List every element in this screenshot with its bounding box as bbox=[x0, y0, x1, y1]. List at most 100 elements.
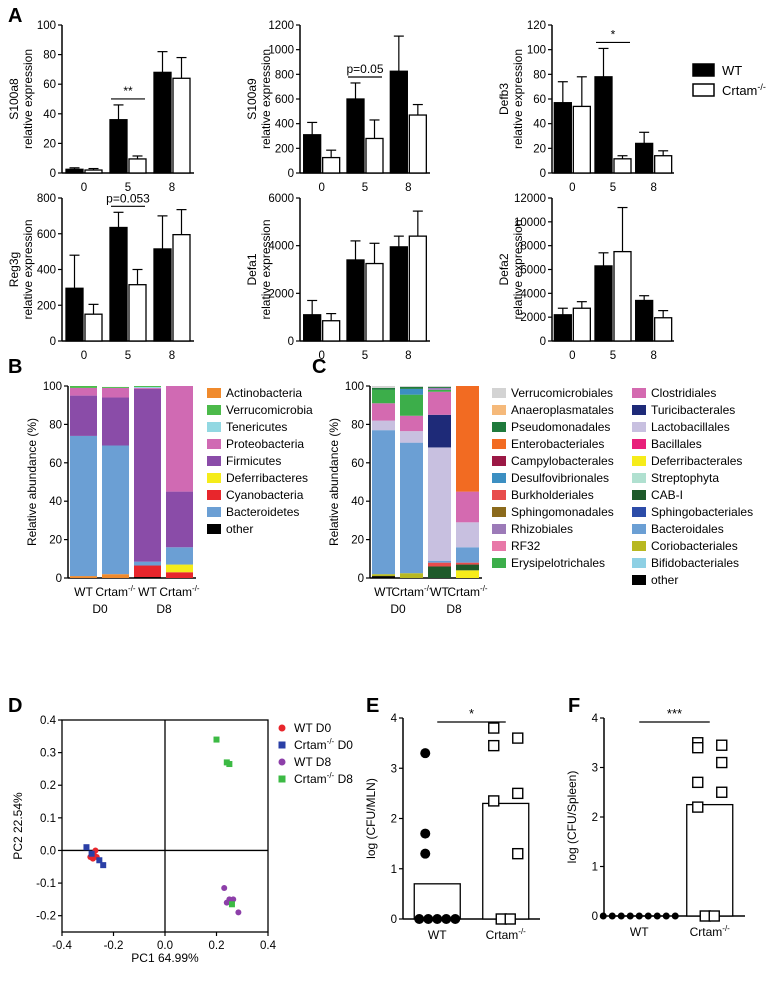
legend-swatch bbox=[207, 388, 221, 398]
stack-segment bbox=[400, 415, 423, 432]
y-tick-label: 800 bbox=[275, 69, 294, 81]
x-tick-label: WT bbox=[428, 928, 447, 942]
stack-segment bbox=[428, 389, 451, 392]
stack-segment bbox=[134, 387, 161, 389]
data-point bbox=[488, 739, 500, 752]
stack-segment bbox=[372, 430, 395, 575]
significance-label: * bbox=[469, 706, 474, 721]
legend-swatch bbox=[207, 422, 221, 432]
legend-label: Turicibacterales bbox=[651, 403, 735, 417]
legend-label: Lactobacillales bbox=[651, 420, 730, 434]
stack-segment bbox=[428, 414, 451, 448]
stack-segment bbox=[456, 564, 479, 571]
y-tick-label: 80 bbox=[351, 419, 364, 431]
bar bbox=[408, 235, 427, 342]
bar bbox=[553, 314, 572, 342]
y-tick-label: 100 bbox=[527, 45, 546, 57]
y-axis-label: PC2 22.54% bbox=[11, 792, 25, 860]
data-point bbox=[692, 801, 704, 813]
y-tick-label: 600 bbox=[275, 94, 294, 106]
data-point bbox=[223, 899, 230, 906]
stack-segment bbox=[102, 445, 129, 575]
data-point bbox=[432, 914, 443, 924]
x-tick-label: 8 bbox=[405, 182, 411, 194]
y-axis-label: Defb3 bbox=[497, 83, 511, 115]
x-tick-label: 8 bbox=[169, 350, 175, 362]
stack-segment bbox=[372, 576, 395, 578]
y-tick-label: 0.3 bbox=[40, 748, 56, 760]
legend-swatch bbox=[207, 490, 221, 500]
data-point bbox=[488, 722, 500, 734]
panel-letter-e: E bbox=[366, 695, 379, 717]
stack-segment bbox=[70, 576, 97, 578]
legend-swatch bbox=[492, 473, 506, 483]
x-tick-label: Crtam-/- bbox=[447, 584, 488, 599]
legend-swatch bbox=[492, 524, 506, 534]
stack-segment bbox=[400, 573, 423, 578]
legend-label: Streptophyta bbox=[651, 471, 719, 485]
y-axis-label: S100a9 bbox=[245, 78, 259, 120]
x-tick-label: 0 bbox=[81, 350, 87, 362]
y-tick-label: -0.2 bbox=[36, 911, 56, 923]
bar bbox=[128, 158, 147, 174]
x-tick-label: 5 bbox=[125, 350, 131, 362]
legend-marker bbox=[278, 775, 286, 783]
legend-swatch bbox=[632, 439, 646, 449]
x-tick-label: 0.4 bbox=[260, 940, 277, 952]
group-label: D0 bbox=[92, 602, 108, 616]
y-tick-label: 100 bbox=[43, 381, 62, 393]
y-tick-label: 40 bbox=[49, 496, 62, 508]
stack-segment bbox=[372, 574, 395, 577]
stack-segment bbox=[102, 386, 129, 388]
y-tick-label: 800 bbox=[37, 193, 56, 205]
legend-label: Proteobacteria bbox=[226, 437, 304, 451]
data-point bbox=[644, 912, 652, 920]
significance-label: * bbox=[611, 27, 616, 41]
legend-swatch bbox=[492, 558, 506, 568]
x-tick-label: WT bbox=[138, 585, 157, 599]
x-tick-label: WT bbox=[74, 585, 93, 599]
y-tick-label: 60 bbox=[43, 79, 56, 91]
y-tick-label: 10000 bbox=[514, 217, 546, 229]
data-point bbox=[488, 795, 500, 807]
stack-segment bbox=[372, 420, 395, 431]
legend-swatch bbox=[207, 439, 221, 449]
y-axis-label: Relative abundance (%) bbox=[25, 418, 39, 546]
bar bbox=[128, 284, 147, 342]
bar bbox=[635, 142, 654, 174]
legend-swatch bbox=[632, 541, 646, 551]
data-point bbox=[221, 884, 228, 891]
bar bbox=[322, 320, 341, 342]
data-point bbox=[617, 912, 625, 920]
y-tick-label: 0 bbox=[592, 911, 598, 923]
legend-swatch bbox=[492, 422, 506, 432]
legend-swatch bbox=[632, 507, 646, 517]
bar bbox=[365, 262, 384, 342]
y-axis-label-2: relative expression bbox=[259, 219, 273, 319]
legend-swatch bbox=[632, 575, 646, 585]
y-tick-label: 80 bbox=[43, 50, 56, 62]
bar bbox=[153, 71, 172, 174]
data-point bbox=[420, 828, 431, 839]
data-point bbox=[512, 732, 524, 744]
bar bbox=[389, 70, 408, 174]
data-point bbox=[608, 912, 616, 920]
legend-swatch bbox=[492, 405, 506, 415]
stack-segment bbox=[400, 431, 423, 443]
bar bbox=[109, 119, 128, 174]
legend-label: Verrucomicrobiales bbox=[511, 386, 613, 400]
stack-segment bbox=[400, 388, 423, 395]
stack-segment bbox=[372, 403, 395, 421]
x-tick-label: Crtam-/- bbox=[391, 584, 432, 599]
legend-label: WT D8 bbox=[294, 755, 331, 769]
stack-segment bbox=[134, 388, 161, 562]
stack-segment bbox=[456, 570, 479, 578]
y-tick-label: 0 bbox=[50, 168, 56, 180]
legend-swatch-crtam bbox=[692, 83, 715, 97]
data-point bbox=[88, 850, 95, 857]
stack-segment bbox=[428, 387, 451, 390]
y-tick-label: 6000 bbox=[268, 193, 294, 205]
legend-label: other bbox=[651, 573, 678, 587]
stack-segment bbox=[428, 386, 451, 387]
